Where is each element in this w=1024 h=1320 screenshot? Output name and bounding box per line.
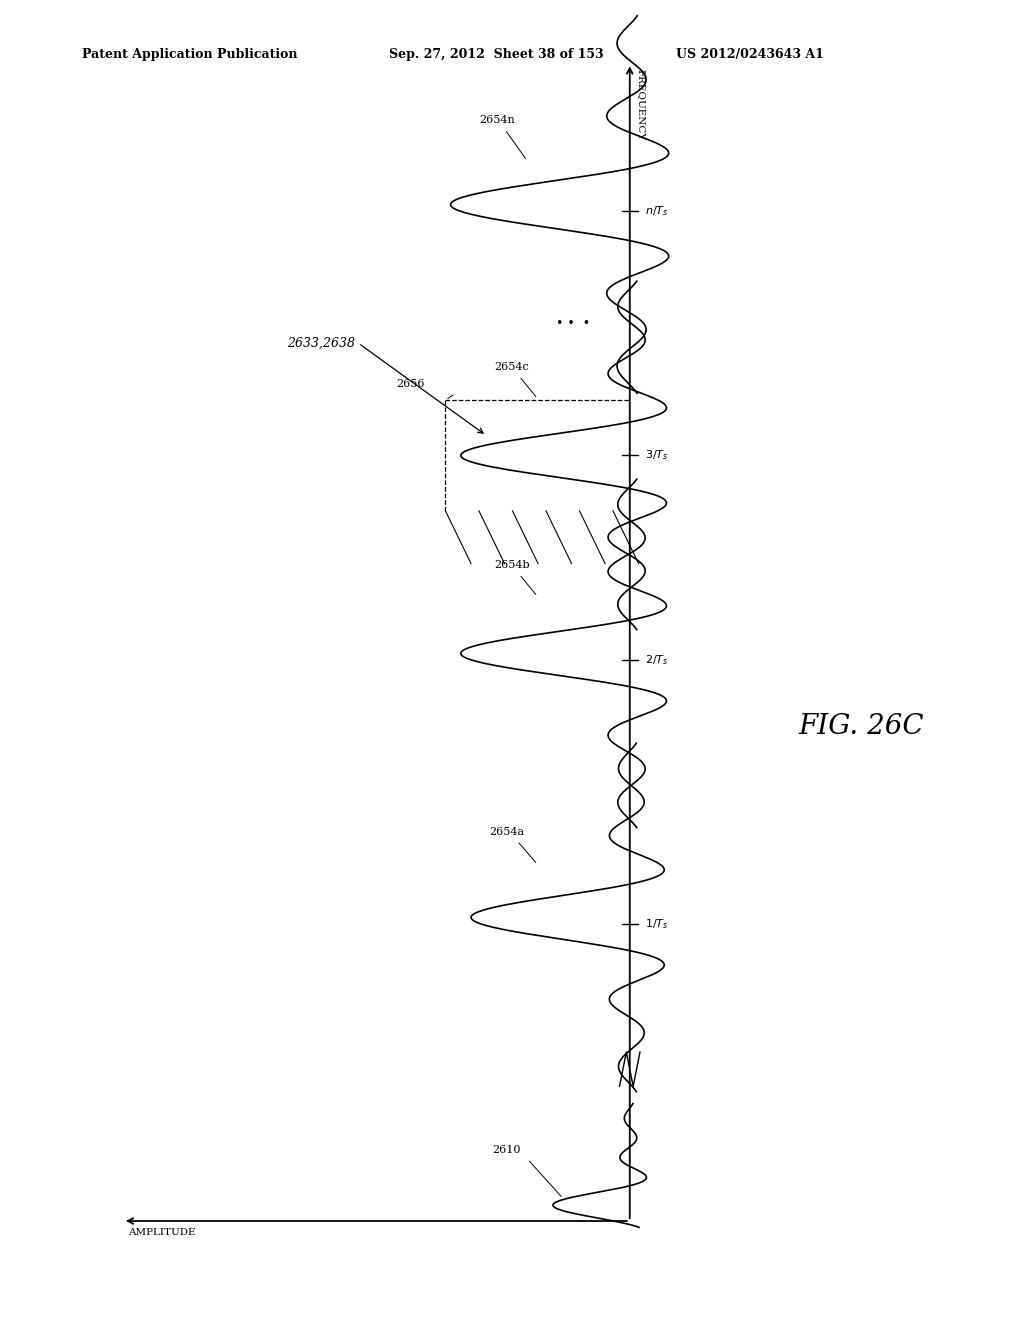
Text: 2654a: 2654a [489,826,524,837]
Text: 2654c: 2654c [495,362,529,372]
Text: $n/T_s$: $n/T_s$ [645,205,669,218]
Text: AMPLITUDE: AMPLITUDE [128,1228,196,1237]
Text: 2654n: 2654n [479,115,514,125]
Text: 2633,2638: 2633,2638 [287,337,354,350]
Text: $2/T_s$: $2/T_s$ [645,653,669,667]
Text: FREQUENCY: FREQUENCY [636,69,645,140]
Text: FIG. 26C: FIG. 26C [799,713,925,739]
Text: • •  •: • • • [556,317,591,330]
Text: Sep. 27, 2012  Sheet 38 of 153: Sep. 27, 2012 Sheet 38 of 153 [389,48,604,61]
Text: US 2012/0243643 A1: US 2012/0243643 A1 [676,48,823,61]
Text: 2654b: 2654b [495,560,529,570]
Text: Patent Application Publication: Patent Application Publication [82,48,297,61]
Text: 2610: 2610 [493,1144,521,1155]
Text: 2656: 2656 [396,379,425,389]
Text: $1/T_s$: $1/T_s$ [645,917,669,931]
Text: $3/T_s$: $3/T_s$ [645,449,669,462]
